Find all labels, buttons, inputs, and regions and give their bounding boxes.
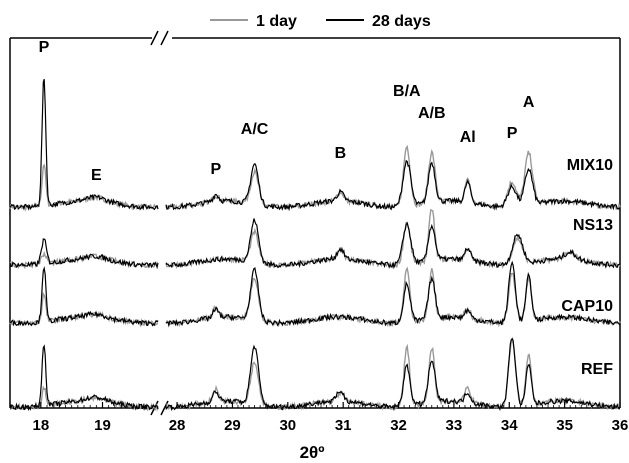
legend: 1 day 28 days bbox=[210, 13, 431, 30]
trace-cap10-1-day bbox=[9, 266, 621, 328]
peak-label-3: A/C bbox=[241, 121, 269, 138]
peak-label-4: B bbox=[335, 145, 347, 162]
sample-label-ns13: NS13 bbox=[573, 217, 613, 234]
trace-cap10-28-days bbox=[10, 260, 621, 328]
peak-label-5: B/A bbox=[393, 83, 421, 100]
axis-break-top-1 bbox=[150, 30, 159, 46]
peak-label-8: P bbox=[507, 125, 518, 142]
peak-label-9: A bbox=[523, 94, 535, 111]
x-tick-label-31: 31 bbox=[335, 417, 352, 434]
x-tick-label-35: 35 bbox=[556, 417, 573, 434]
x-tick-label-28: 28 bbox=[169, 417, 186, 434]
sample-label-mix10: MIX10 bbox=[567, 157, 613, 174]
trace-ns13-28-days bbox=[9, 218, 621, 270]
x-axis-label: 2θº bbox=[300, 443, 325, 462]
x-tick-label-33: 33 bbox=[446, 417, 463, 434]
peak-label-6: A/B bbox=[418, 105, 446, 122]
x-tick-label-29: 29 bbox=[224, 417, 241, 434]
peak-label-7: Al bbox=[460, 129, 476, 146]
sample-label-cap10: CAP10 bbox=[561, 298, 613, 315]
xrd-traces bbox=[9, 79, 621, 412]
sample-labels: MIX10 NS13 CAP10 REF bbox=[561, 157, 613, 378]
x-tick-label-34: 34 bbox=[501, 417, 518, 434]
x-tick-label-32: 32 bbox=[390, 417, 407, 434]
legend-label-28-days: 28 days bbox=[372, 13, 431, 30]
x-tick-label-36: 36 bbox=[612, 417, 629, 434]
peak-label-1: E bbox=[91, 167, 102, 184]
axis-break-top-2 bbox=[160, 30, 169, 46]
x-tick-label-30: 30 bbox=[279, 417, 296, 434]
x-tick-label-18: 18 bbox=[32, 417, 49, 434]
peak-label-2: P bbox=[210, 161, 221, 178]
sample-label-ref: REF bbox=[581, 361, 613, 378]
trace-mix10-28-days bbox=[9, 79, 621, 212]
x-tick-label-19: 19 bbox=[94, 417, 111, 434]
x-axis: 18 19 28 29 30 31 32 33 34 35 36 bbox=[9, 402, 629, 434]
plot-frame bbox=[9, 30, 621, 416]
legend-label-1-day: 1 day bbox=[256, 13, 297, 30]
peak-label-0: P bbox=[39, 39, 50, 56]
trace-ref-28-days bbox=[9, 337, 621, 412]
peak-labels: PE PA/CBB/AA/BAl PA bbox=[39, 39, 535, 184]
